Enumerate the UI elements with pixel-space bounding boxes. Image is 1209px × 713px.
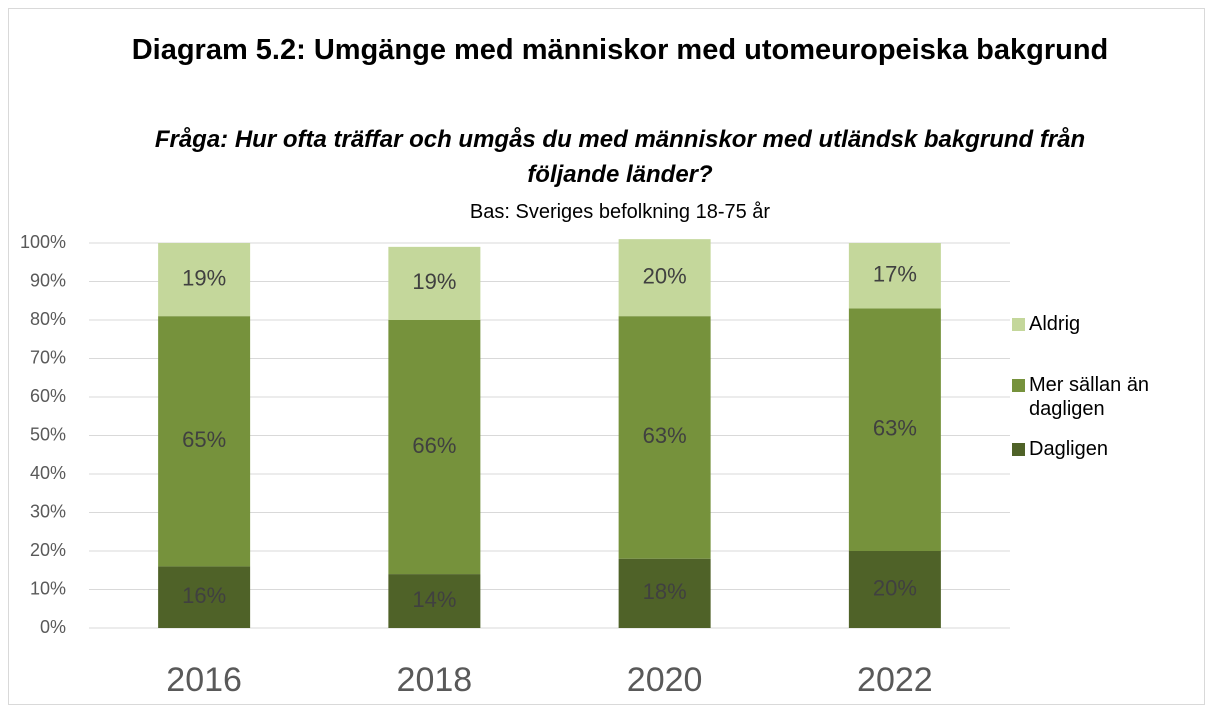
legend-item: Aldrig — [1012, 312, 1189, 336]
data-label: 20% — [643, 263, 687, 288]
bar-segment — [618, 239, 711, 317]
y-tick-label: 90% — [30, 270, 66, 290]
data-label: 18% — [643, 579, 687, 604]
y-tick-label: 60% — [30, 386, 66, 406]
legend-label: Mer sällan än dagligen — [1029, 374, 1150, 420]
y-tick-label: 80% — [30, 309, 66, 329]
y-tick-label: 10% — [30, 578, 66, 598]
bar-segment — [388, 574, 481, 628]
bar-segment — [158, 243, 251, 317]
data-label: 19% — [182, 265, 226, 290]
legend-label: Dagligen — [1029, 438, 1108, 460]
y-tick-label: 20% — [30, 540, 66, 560]
data-label: 17% — [873, 262, 917, 287]
y-tick-label: 70% — [30, 347, 66, 367]
chart-note: Bas: Sveriges befolkning 18-75 år — [469, 201, 771, 223]
x-tick-label: 2020 — [627, 661, 703, 699]
legend-swatch — [1012, 318, 1025, 331]
y-tick-label: 50% — [30, 424, 66, 444]
data-label: 65% — [182, 427, 226, 452]
data-label: 63% — [873, 416, 917, 441]
bar-segment — [618, 316, 711, 559]
legend-swatch — [1012, 379, 1025, 392]
bar-segment — [848, 243, 941, 309]
data-label: 14% — [412, 587, 456, 612]
y-tick-label: 0% — [40, 617, 66, 637]
bar-segment — [158, 566, 251, 628]
data-label: 19% — [412, 269, 456, 294]
legend-item: Dagligen — [1012, 437, 1189, 461]
x-tick-label: 2022 — [857, 661, 933, 699]
legend-swatch — [1012, 443, 1025, 456]
bar-segment — [388, 246, 481, 320]
bar-segment — [618, 558, 711, 628]
x-tick-label: 2016 — [166, 661, 242, 699]
chart-title: Diagram 5.2: Umgänge med människor med u… — [131, 34, 1109, 66]
data-label: 66% — [412, 433, 456, 458]
bar-segment — [848, 551, 941, 628]
legend-item: Mer sällan än dagligen — [1012, 373, 1189, 421]
data-label: 16% — [182, 583, 226, 608]
y-tick-label: 100% — [20, 232, 66, 252]
bar-segment — [158, 316, 251, 567]
x-tick-label: 2018 — [397, 661, 473, 699]
chart-subtitle: Fråga: Hur ofta träffar och umgås du med… — [154, 126, 1086, 188]
data-label: 20% — [873, 575, 917, 600]
y-tick-label: 40% — [30, 463, 66, 483]
legend-label: Aldrig — [1029, 313, 1081, 335]
bar-segment — [388, 320, 481, 575]
data-label: 63% — [643, 423, 687, 448]
bar-segment — [848, 308, 941, 551]
y-tick-label: 30% — [30, 501, 66, 521]
